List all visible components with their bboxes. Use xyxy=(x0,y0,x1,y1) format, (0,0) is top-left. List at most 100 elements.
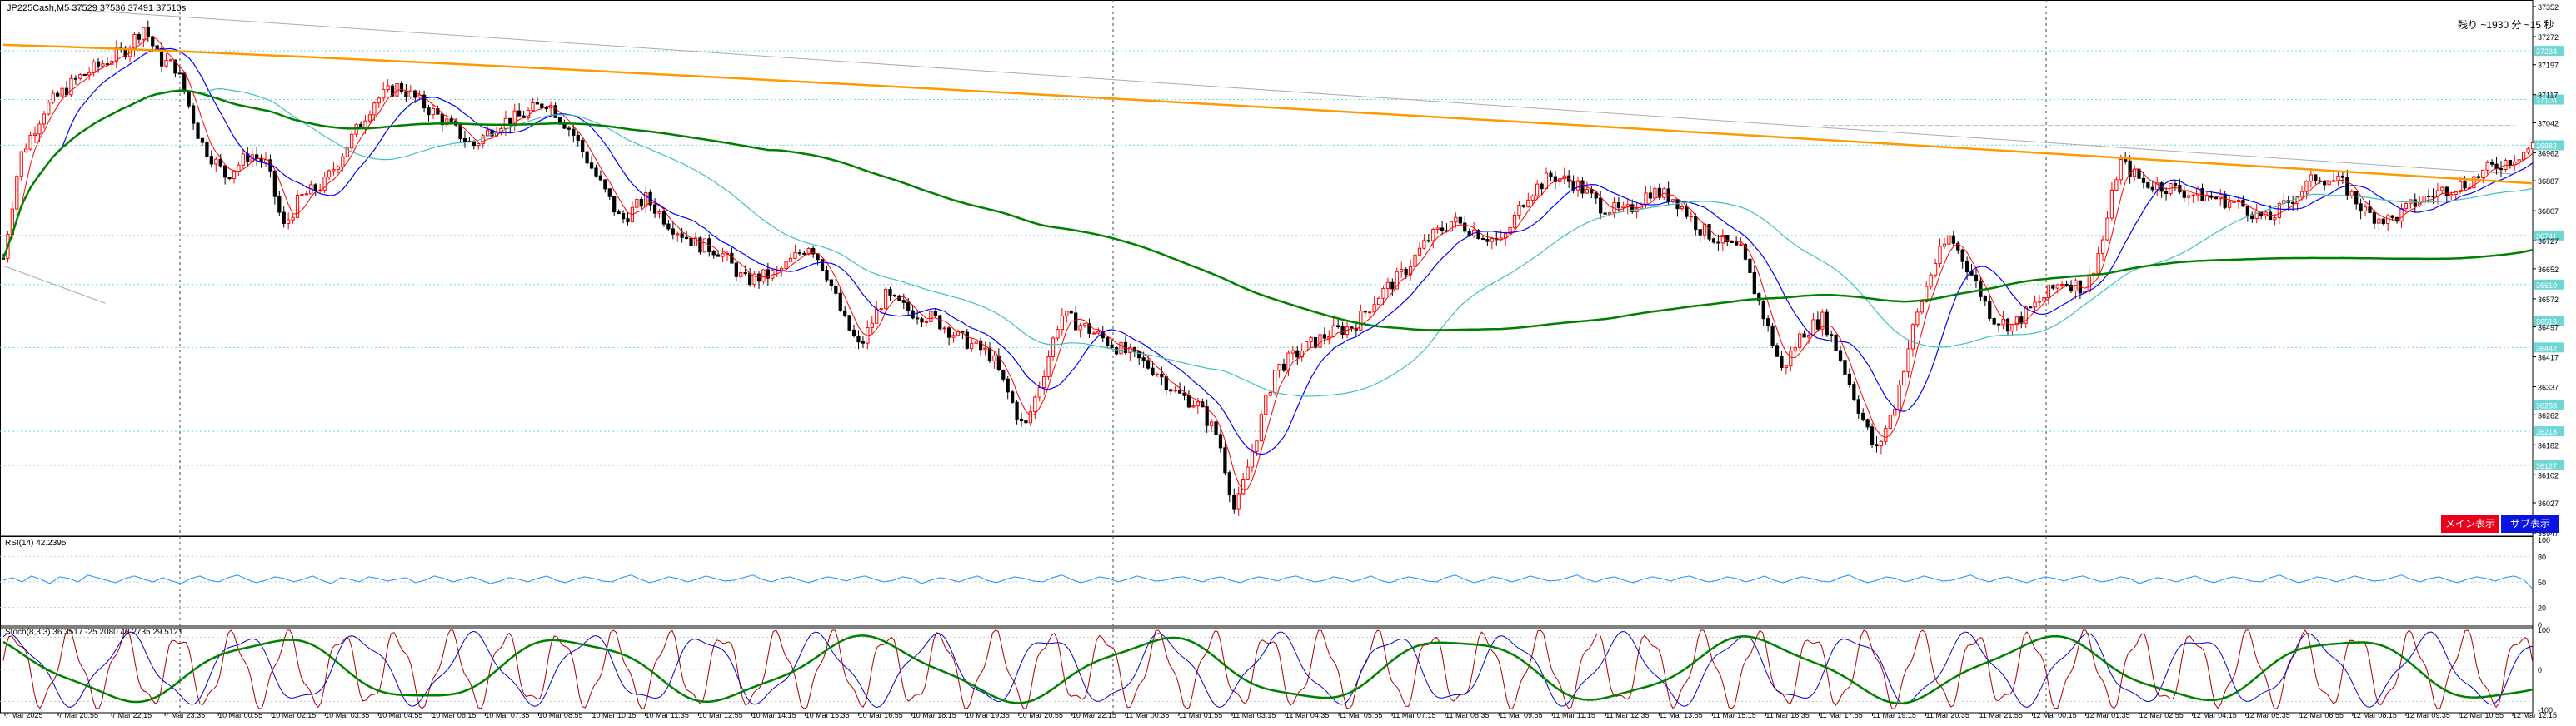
candle-body-274 xyxy=(1241,478,1246,495)
candle-body-437 xyxy=(1979,280,1983,297)
candle-body-214 xyxy=(970,342,974,349)
candle-body-452 xyxy=(2046,285,2050,299)
main-view-button[interactable]: メイン表示 xyxy=(2441,515,2499,533)
candle-body-221 xyxy=(1001,369,1006,380)
candle-body-457 xyxy=(2069,284,2074,292)
candle-body-300 xyxy=(1359,311,1363,331)
candle-body-207 xyxy=(938,315,942,330)
time-tick-label-41: 12 Mar 04:15 xyxy=(2193,711,2237,719)
candle-body-399 xyxy=(1806,335,1811,338)
candle-body-513 xyxy=(2323,181,2327,186)
candle-body-473 xyxy=(2141,177,2146,183)
candle-body-304 xyxy=(1376,297,1381,306)
candle-body-511 xyxy=(2314,174,2318,182)
candle-body-47 xyxy=(214,158,218,165)
candle-body-365 xyxy=(1653,187,1657,199)
candle-body-122 xyxy=(553,105,557,118)
candle-body-33 xyxy=(151,36,155,47)
candle-body-352 xyxy=(1594,192,1598,199)
candle-body-148 xyxy=(671,228,675,235)
price-tick-label-17: 36027 xyxy=(2538,500,2559,508)
candle-body-340 xyxy=(1540,183,1544,190)
candle-body-67 xyxy=(304,193,309,196)
candle-body-308 xyxy=(1395,271,1399,290)
candle-body-11 xyxy=(51,92,55,103)
price-axis: 37234 37104 36982 36741 36610 36513 36442 36288… xyxy=(2533,3,2564,714)
candle-body-163 xyxy=(739,272,743,277)
candle-body-444 xyxy=(2010,324,2014,332)
candle-body-80 xyxy=(363,120,367,127)
candle-body-317 xyxy=(1435,227,1440,231)
candle-body-387 xyxy=(1752,271,1756,295)
candle-body-507 xyxy=(2295,196,2299,204)
candle-body-342 xyxy=(1549,172,1553,177)
candle-body-544 xyxy=(2463,181,2467,189)
candle-body-48 xyxy=(218,158,222,167)
candle-body-268 xyxy=(1214,421,1218,435)
candle-body-385 xyxy=(1743,244,1748,260)
candle-body-167 xyxy=(756,273,761,282)
candle-body-371 xyxy=(1680,206,1685,210)
time-tick-label-35: 11 Mar 19:15 xyxy=(1872,711,1915,719)
candle-body-184 xyxy=(834,285,838,294)
candle-body-522 xyxy=(2363,206,2368,212)
candle-body-425 xyxy=(1925,286,1929,302)
level-marker-5 xyxy=(2534,316,2564,326)
candle-body-120 xyxy=(544,107,548,110)
candle-body-474 xyxy=(2146,182,2150,188)
candle-body-270 xyxy=(1223,447,1227,474)
candle-body-114 xyxy=(517,110,522,117)
candle-body-153 xyxy=(693,237,698,246)
candle-body-339 xyxy=(1535,183,1540,196)
candle-body-46 xyxy=(209,156,213,165)
candle-body-470 xyxy=(2128,160,2132,177)
candle-body-292 xyxy=(1322,334,1327,339)
candle-body-328 xyxy=(1485,239,1490,242)
candle-body-412 xyxy=(1865,419,1870,428)
candle-body-415 xyxy=(1879,440,1884,447)
candle-body-253 xyxy=(1146,360,1151,369)
candle-body-161 xyxy=(730,252,734,264)
candle-body-119 xyxy=(540,103,544,109)
candle-body-540 xyxy=(2444,186,2449,196)
price-tick-label-7: 36807 xyxy=(2538,207,2559,216)
candle-body-45 xyxy=(205,142,209,157)
candle-body-90 xyxy=(408,90,412,97)
candle-body-129 xyxy=(585,151,589,164)
candle-body-421 xyxy=(1906,348,1910,373)
candle-body-296 xyxy=(1340,326,1345,336)
time-tick-label-45: 12 Mar 09:35 xyxy=(2406,711,2450,719)
candle-body-363 xyxy=(1644,192,1648,206)
candle-body-9 xyxy=(42,113,47,125)
candle-body-384 xyxy=(1739,244,1743,246)
candle-body-506 xyxy=(2291,201,2295,204)
stoch-tick-label-0: 100 xyxy=(2538,626,2550,634)
candle-body-231 xyxy=(1046,356,1051,378)
price-tick-label-3: 37117 xyxy=(2538,92,2558,100)
candle-body-303 xyxy=(1372,304,1376,313)
candle-body-238 xyxy=(1078,325,1082,331)
candle-body-543 xyxy=(2458,181,2463,192)
candle-body-436 xyxy=(1974,274,1979,281)
candle-body-51 xyxy=(232,171,237,180)
candle-body-216 xyxy=(978,340,983,351)
time-tick-label-43: 12 Mar 06:55 xyxy=(2299,711,2344,719)
candle-body-488 xyxy=(2209,196,2214,198)
candle-body-427 xyxy=(1933,263,1938,276)
candle-body-223 xyxy=(1011,391,1015,403)
time-tick-label-8: 10 Mar 06:15 xyxy=(432,711,476,719)
candle-body-63 xyxy=(287,219,291,224)
candle-body-228 xyxy=(1033,396,1037,413)
candle-body-261 xyxy=(1182,392,1186,396)
candle-body-441 xyxy=(1997,323,2001,326)
candle-body-277 xyxy=(1255,440,1259,452)
time-tick-label-9: 10 Mar 07:35 xyxy=(485,711,529,719)
sub-view-button[interactable]: サブ表示 xyxy=(2501,515,2559,533)
candle-body-36 xyxy=(164,60,168,67)
candle-body-509 xyxy=(2304,181,2309,192)
candle-body-341 xyxy=(1544,172,1549,190)
candle-body-31 xyxy=(142,27,146,40)
candle-body-472 xyxy=(2137,168,2141,179)
candle-body-155 xyxy=(702,238,706,253)
